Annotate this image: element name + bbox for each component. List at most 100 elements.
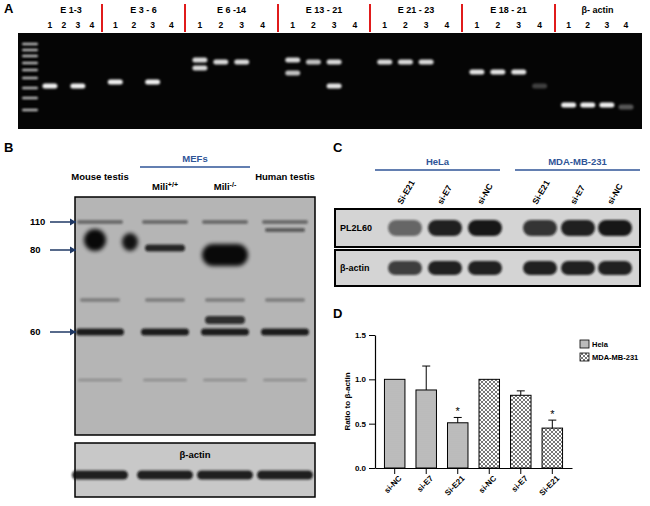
band bbox=[398, 60, 413, 65]
group-label: MEFs bbox=[182, 153, 207, 164]
lane-label: 2 bbox=[585, 20, 590, 30]
sample-name: Human testis bbox=[255, 171, 315, 182]
marker-label: 110 bbox=[30, 216, 45, 227]
group-label: E 3 - 6 bbox=[130, 5, 157, 15]
lane-label: 3 bbox=[604, 20, 609, 30]
lane-label: si-NC bbox=[605, 182, 625, 206]
marker-label: 80 bbox=[30, 244, 41, 255]
band bbox=[428, 261, 462, 275]
error-bar bbox=[422, 366, 430, 390]
band bbox=[511, 70, 526, 75]
tick: si-NC bbox=[382, 468, 403, 495]
lane-label: 1 bbox=[48, 20, 53, 30]
lane-label: 4 bbox=[169, 20, 174, 30]
bar bbox=[384, 379, 404, 468]
error-bar bbox=[548, 420, 556, 428]
tick: si-NC bbox=[477, 468, 498, 495]
gel bbox=[18, 33, 642, 129]
panel-c: CHeLaSi-E21si-E7si-NCMDA-MB-231Si-E21si-… bbox=[333, 140, 640, 286]
tick-mark bbox=[369, 379, 375, 380]
lane-label: 4 bbox=[444, 20, 449, 30]
band bbox=[22, 109, 38, 112]
band bbox=[72, 471, 128, 480]
band bbox=[532, 84, 547, 89]
sample-superscript: -/- bbox=[230, 181, 237, 188]
lane-label: 2 bbox=[403, 20, 408, 30]
tick: si-E7 bbox=[510, 468, 530, 494]
tick: 0.0 bbox=[355, 464, 375, 473]
group-line bbox=[140, 166, 250, 168]
tick-mark bbox=[394, 468, 395, 474]
band bbox=[80, 298, 120, 302]
band bbox=[580, 103, 595, 108]
lane-label: 1 bbox=[290, 20, 295, 30]
group-line bbox=[515, 169, 640, 171]
band bbox=[22, 43, 38, 46]
separator bbox=[369, 4, 371, 32]
band bbox=[285, 71, 300, 76]
figure: AE 1-31234E 3 - 61234E 6 -141234E 13 - 2… bbox=[0, 0, 650, 506]
panel-a: AE 1-31234E 3 - 61234E 6 -141234E 13 - 2… bbox=[4, 1, 642, 129]
band bbox=[327, 60, 342, 65]
band bbox=[327, 84, 342, 89]
error-bar bbox=[517, 391, 525, 395]
lane-label: 3 bbox=[150, 20, 155, 30]
error-bar bbox=[454, 417, 462, 422]
tick-mark bbox=[369, 335, 375, 336]
separator bbox=[554, 4, 556, 32]
significance: * bbox=[550, 408, 555, 420]
tick-label: Si-E21 bbox=[443, 474, 467, 498]
blot-label: PL2L60 bbox=[340, 223, 372, 233]
lane-label: si-NC bbox=[475, 182, 495, 206]
panel-letter: A bbox=[4, 1, 14, 16]
band bbox=[306, 60, 321, 65]
band bbox=[490, 70, 505, 75]
legend-swatch bbox=[580, 340, 589, 348]
tick-mark bbox=[489, 468, 490, 474]
panel-letter: B bbox=[4, 140, 13, 155]
band bbox=[598, 220, 632, 236]
band bbox=[523, 261, 557, 275]
tick-mark bbox=[426, 468, 427, 474]
band bbox=[203, 379, 247, 382]
lane-label: 2 bbox=[62, 20, 67, 30]
axis-title: Ratio to β-actin bbox=[343, 372, 352, 430]
band bbox=[42, 84, 57, 89]
tick-mark bbox=[457, 468, 458, 474]
lane-label: 4 bbox=[260, 20, 265, 30]
band bbox=[205, 316, 245, 324]
group-label: β- actin bbox=[582, 5, 614, 15]
legend-label: Hela bbox=[592, 340, 609, 349]
band bbox=[599, 103, 614, 108]
band bbox=[261, 329, 309, 336]
marker-arrowhead bbox=[70, 329, 76, 336]
band bbox=[108, 80, 123, 85]
tick-mark bbox=[520, 468, 521, 474]
lane-label: 2 bbox=[132, 20, 137, 30]
band bbox=[419, 60, 434, 65]
band bbox=[523, 220, 557, 236]
lane-label: si-E7 bbox=[568, 183, 587, 206]
band bbox=[234, 60, 249, 65]
band bbox=[76, 329, 124, 336]
band bbox=[192, 58, 207, 63]
band bbox=[561, 261, 595, 275]
band bbox=[84, 229, 106, 251]
panel-d: D**0.00.51.01.5si-NCsi-E7Si-E21si-NCsi-E… bbox=[333, 306, 638, 498]
tick-mark bbox=[369, 424, 375, 425]
legend-swatch bbox=[580, 353, 589, 361]
lane-label: 1 bbox=[475, 20, 480, 30]
group-line bbox=[375, 169, 500, 171]
sample-superscript: +/+ bbox=[168, 181, 178, 188]
band bbox=[143, 379, 187, 382]
lane-label: 1 bbox=[113, 20, 118, 30]
band bbox=[22, 97, 38, 100]
tick-label: si-E7 bbox=[510, 474, 530, 494]
legend: HelaMDA-MB-231 bbox=[580, 340, 638, 362]
group-label: HeLa bbox=[426, 156, 450, 167]
bar bbox=[542, 428, 562, 468]
lane-label: Si-E21 bbox=[530, 178, 552, 206]
group-label: E 6 -14 bbox=[217, 5, 246, 15]
sample-label: Human testis bbox=[255, 171, 315, 182]
tick-label: 1.0 bbox=[355, 375, 367, 384]
